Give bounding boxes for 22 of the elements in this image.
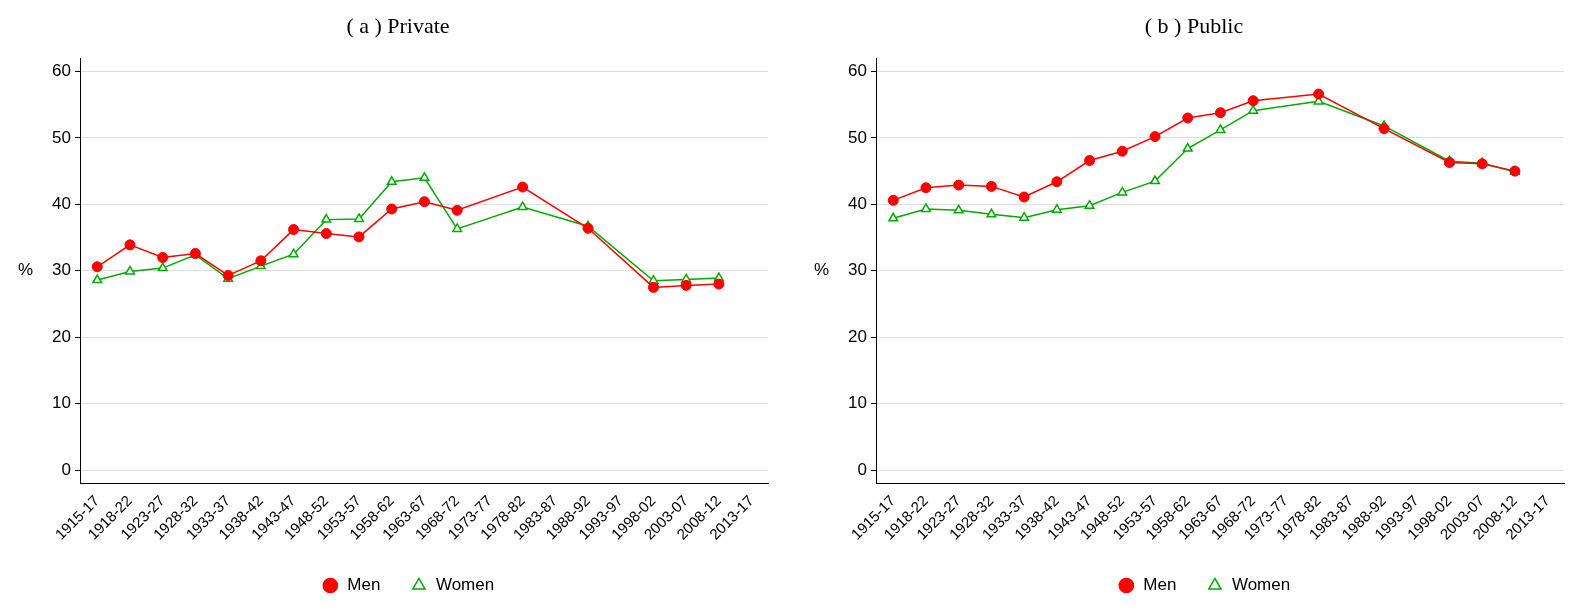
y-tick-label: 0 (61, 459, 71, 479)
y-tick-label: 20 (847, 326, 867, 346)
y-tick-label: 50 (847, 127, 867, 147)
chart-title: ( a ) Private (345, 12, 451, 40)
y-tick-label: 10 (51, 393, 71, 413)
y-tick-label: 30 (51, 260, 71, 280)
y-tick-label: 10 (847, 393, 867, 413)
y-tick-label: 40 (51, 194, 71, 214)
y-tick-label: 60 (847, 61, 867, 81)
legend-label: Men (1143, 575, 1177, 595)
y-tick-label: 30 (847, 260, 867, 280)
y-tick-label: 40 (847, 194, 867, 214)
legend-label: Men (347, 575, 381, 595)
y-tick-label: 0 (857, 459, 867, 479)
y-axis-title: % (18, 260, 34, 280)
chart-title: ( b ) Public (1143, 12, 1245, 40)
y-axis-title: % (814, 260, 830, 280)
y-tick-label: 50 (51, 127, 71, 147)
y-tick-label: 60 (51, 61, 71, 81)
legend-label: Women (435, 575, 495, 595)
legend-label: Women (1231, 575, 1291, 595)
y-tick-label: 20 (51, 326, 71, 346)
